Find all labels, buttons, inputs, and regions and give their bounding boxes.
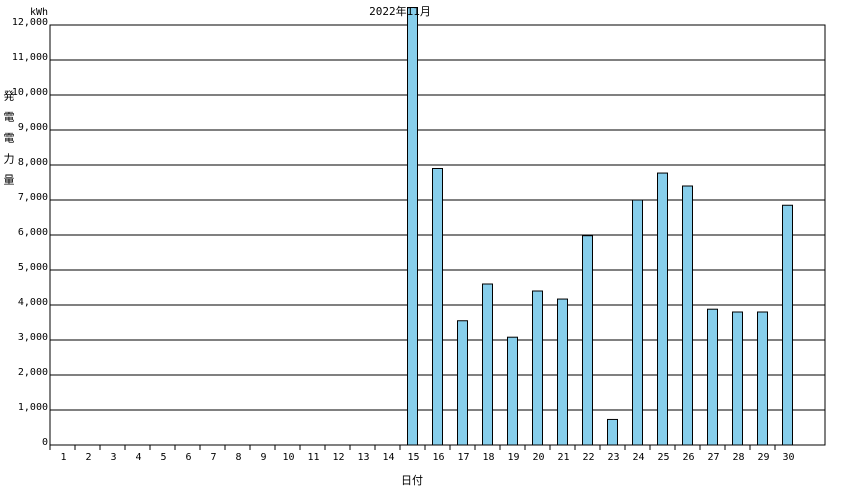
x-tick-label: 19 bbox=[507, 452, 519, 463]
bar bbox=[432, 168, 443, 446]
x-tick-label: 12 bbox=[332, 452, 344, 463]
bar bbox=[632, 199, 643, 446]
bar bbox=[657, 172, 668, 446]
x-tick-label: 2 bbox=[85, 452, 91, 463]
y-tick-label: 6,000 bbox=[18, 227, 48, 238]
bar bbox=[782, 204, 793, 446]
x-tick-label: 10 bbox=[282, 452, 294, 463]
x-tick-label: 5 bbox=[160, 452, 166, 463]
x-tick-label: 18 bbox=[482, 452, 494, 463]
x-tick-label: 23 bbox=[607, 452, 619, 463]
bar bbox=[732, 311, 743, 446]
bar bbox=[457, 320, 468, 446]
bar bbox=[682, 185, 693, 446]
y-tick-label: 1,000 bbox=[18, 402, 48, 413]
bar bbox=[707, 308, 718, 446]
x-tick-label: 20 bbox=[532, 452, 544, 463]
x-tick-label: 16 bbox=[432, 452, 444, 463]
bar bbox=[607, 418, 618, 446]
x-tick-label: 21 bbox=[557, 452, 569, 463]
y-tick-label: 2,000 bbox=[18, 367, 48, 378]
bar bbox=[757, 311, 768, 446]
x-tick-label: 17 bbox=[457, 452, 469, 463]
x-axis-label: 日付 bbox=[401, 474, 423, 487]
x-tick-label: 8 bbox=[235, 452, 241, 463]
y-tick-label: 11,000 bbox=[12, 52, 48, 63]
bar bbox=[407, 7, 418, 446]
x-tick-label: 11 bbox=[307, 452, 319, 463]
unit-label: kWh bbox=[30, 7, 48, 18]
x-tick-label: 26 bbox=[682, 452, 694, 463]
x-tick-label: 29 bbox=[757, 452, 769, 463]
x-tick-label: 14 bbox=[382, 452, 394, 463]
bar bbox=[507, 336, 518, 446]
y-tick-label: 8,000 bbox=[18, 157, 48, 168]
x-tick-label: 3 bbox=[110, 452, 116, 463]
y-tick-label: 12,000 bbox=[12, 17, 48, 28]
x-tick-label: 4 bbox=[135, 452, 141, 463]
x-tick-label: 22 bbox=[582, 452, 594, 463]
x-tick-label: 7 bbox=[210, 452, 216, 463]
bar bbox=[532, 290, 543, 446]
x-tick-label: 24 bbox=[632, 452, 644, 463]
bar bbox=[482, 283, 493, 446]
y-tick-label: 3,000 bbox=[18, 332, 48, 343]
x-tick-label: 30 bbox=[782, 452, 794, 463]
bar bbox=[582, 235, 593, 446]
x-tick-label: 15 bbox=[407, 452, 419, 463]
y-tick-label: 0 bbox=[42, 437, 48, 448]
bar bbox=[557, 298, 568, 446]
y-axis-label: 発電電力量 bbox=[2, 89, 15, 195]
y-tick-label: 7,000 bbox=[18, 192, 48, 203]
x-tick-label: 27 bbox=[707, 452, 719, 463]
y-tick-label: 5,000 bbox=[18, 262, 48, 273]
x-tick-label: 9 bbox=[260, 452, 266, 463]
x-tick-label: 6 bbox=[185, 452, 191, 463]
y-tick-label: 9,000 bbox=[18, 122, 48, 133]
y-tick-label: 4,000 bbox=[18, 297, 48, 308]
x-tick-label: 1 bbox=[60, 452, 66, 463]
y-tick-label: 10,000 bbox=[12, 87, 48, 98]
chart-title: 2022年11月 bbox=[369, 4, 431, 18]
x-tick-label: 13 bbox=[357, 452, 369, 463]
x-tick-label: 25 bbox=[657, 452, 669, 463]
x-tick-label: 28 bbox=[732, 452, 744, 463]
